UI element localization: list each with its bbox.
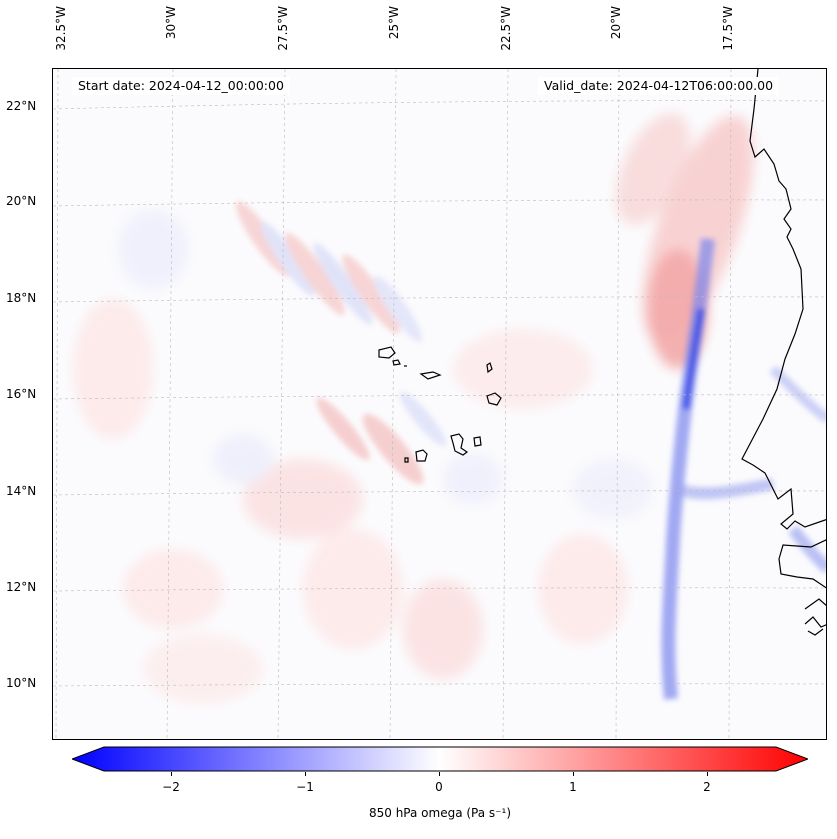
lat-label-18n: 18°N	[6, 291, 37, 305]
colorbar-tickmark	[439, 772, 440, 776]
colorbar-tickmark	[707, 772, 708, 776]
colorbar-tick-label: 0	[435, 780, 443, 794]
lat-label-22n: 22°N	[6, 99, 37, 113]
lon-label-17-5w: 17.5°W	[721, 6, 735, 51]
lat-label-16n: 16°N	[6, 387, 37, 401]
colorbar-tickmark	[171, 772, 172, 776]
cape-verde-islands	[378, 346, 502, 463]
colorbar	[72, 746, 808, 772]
colorbar-tick-label: −2	[162, 780, 180, 794]
african-coastline	[741, 69, 826, 530]
gridlines	[53, 69, 826, 739]
map-panel[interactable]	[52, 68, 827, 740]
lon-label-32-5w: 32.5°W	[54, 6, 68, 51]
lat-label-20n: 20°N	[6, 194, 37, 208]
lon-label-20w: 20°W	[609, 6, 623, 40]
negative-band	[661, 238, 826, 700]
colorbar-tickmark	[305, 772, 306, 776]
lon-label-30w: 30°W	[164, 6, 178, 40]
lat-label-14n: 14°N	[6, 484, 37, 498]
start-date-label: Start date: 2024-04-12_00:00:00	[72, 77, 290, 95]
omega-field-map	[53, 69, 826, 739]
colorbar-tick-label: 2	[703, 780, 711, 794]
lat-label-10n: 10°N	[6, 676, 37, 690]
lon-label-25w: 25°W	[387, 6, 401, 40]
colorbar-label: 850 hPa omega (Pa s⁻¹)	[368, 806, 511, 820]
colorbar-tickmark	[573, 772, 574, 776]
valid-date-label: Valid_date: 2024-04-12T06:00:00.00	[538, 77, 780, 95]
colorbar-tick-label: 1	[569, 780, 577, 794]
background-field	[73, 209, 653, 704]
positive-band	[615, 113, 754, 369]
lon-label-22-5w: 22.5°W	[499, 6, 513, 51]
lon-label-27-5w: 27.5°W	[276, 6, 290, 51]
colorbar-tick-label: −1	[296, 780, 314, 794]
gravity-wave-pattern	[235, 201, 447, 485]
guinea-coastline	[778, 539, 826, 636]
lat-label-12n: 12°N	[6, 580, 37, 594]
